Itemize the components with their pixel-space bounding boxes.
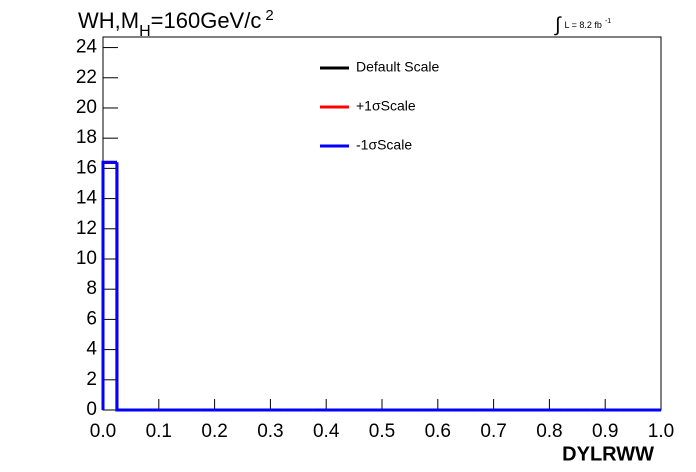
histogram-bin bbox=[115, 162, 131, 412]
title-rest: =160GeV/c bbox=[151, 8, 262, 33]
y-tick-label: 6 bbox=[86, 308, 97, 329]
x-tick-label: 0.8 bbox=[536, 421, 562, 442]
y-tick-label: 16 bbox=[76, 157, 97, 178]
x-tick-label: 1.0 bbox=[648, 421, 674, 442]
y-tick-label: 0 bbox=[86, 399, 97, 420]
y-tick-label: 24 bbox=[76, 37, 98, 58]
legend-label: Default Scale bbox=[356, 59, 439, 75]
plot-frame bbox=[102, 36, 662, 411]
histogram-bin bbox=[101, 160, 117, 410]
annotation: ∫ L = 8.2 fb -1 bbox=[554, 14, 611, 36]
x-tick-label: 0.4 bbox=[313, 421, 340, 442]
annotation-text: L = 8.2 fb bbox=[564, 20, 601, 30]
y-tick-label: 10 bbox=[76, 248, 97, 269]
x-tick-label: 0.1 bbox=[146, 421, 172, 442]
x-tick-label: 0.6 bbox=[425, 421, 451, 442]
histogram-bin bbox=[115, 162, 131, 412]
x-tick-label: 0.5 bbox=[369, 421, 395, 442]
annotation-sup: -1 bbox=[605, 18, 611, 25]
y-tick-label: 12 bbox=[76, 218, 97, 239]
annotation-integral: ∫ bbox=[554, 14, 562, 36]
y-tick-label: 14 bbox=[76, 188, 98, 209]
title-main: WH,M bbox=[78, 8, 139, 33]
histogram-bin bbox=[101, 160, 117, 410]
y-tick-label: 22 bbox=[76, 67, 97, 88]
x-axis-label: DYLRWW bbox=[562, 443, 654, 465]
title-sub: H bbox=[139, 23, 151, 40]
chart-title: WH,MH=160GeV/c 2 bbox=[78, 7, 274, 40]
title-sup: 2 bbox=[265, 7, 273, 24]
x-tick-label: 0.3 bbox=[257, 421, 283, 442]
x-tick-label: 0.0 bbox=[90, 421, 116, 442]
y-tick-label: 4 bbox=[86, 339, 97, 360]
y-tick-label: 18 bbox=[76, 127, 97, 148]
histogram-bin bbox=[101, 160, 117, 410]
legend-label: -1σScale bbox=[356, 137, 412, 153]
x-tick-label: 0.2 bbox=[201, 421, 227, 442]
y-tick-label: 8 bbox=[86, 278, 97, 299]
y-tick-label: 20 bbox=[76, 97, 97, 118]
y-tick-label: 2 bbox=[86, 369, 97, 390]
x-tick-label: 0.9 bbox=[592, 421, 618, 442]
x-tick-label: 0.7 bbox=[480, 421, 506, 442]
legend-label: +1σScale bbox=[356, 98, 416, 114]
histogram-bin bbox=[115, 162, 131, 412]
